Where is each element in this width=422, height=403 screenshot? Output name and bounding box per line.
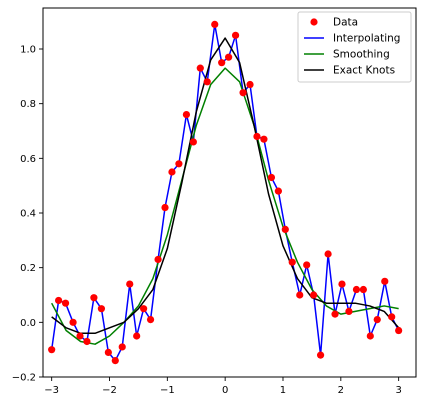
data-point (331, 310, 339, 318)
legend-marker-data (310, 18, 318, 26)
data-point (246, 80, 254, 89)
data-point (196, 64, 204, 72)
data-point (288, 258, 296, 266)
data-point (146, 316, 155, 324)
y-tick-label: 0.6 (20, 154, 36, 165)
y-tick-label: 0.2 (20, 263, 36, 274)
data-point (316, 351, 325, 359)
data-point (281, 225, 289, 233)
data-point (352, 285, 361, 294)
data-point (175, 160, 183, 168)
series-line-exact-knots (51, 37, 400, 335)
data-point (359, 285, 367, 294)
data-point (324, 250, 332, 258)
y-tick-label: 0.4 (20, 209, 36, 220)
data-point (366, 332, 374, 340)
data-point (296, 291, 304, 299)
data-point (55, 296, 63, 305)
y-tick-label: 1.0 (20, 45, 36, 56)
data-point (140, 305, 148, 313)
data-point (373, 316, 381, 324)
data-point (168, 168, 176, 176)
data-point (310, 291, 318, 299)
legend-label-data: Data (333, 17, 358, 29)
y-tick-label: 0.0 (20, 318, 36, 329)
series-line-smoothing (51, 67, 399, 345)
data-point (161, 203, 169, 212)
y-tick-label: −0.2 (12, 373, 36, 384)
data-point (267, 173, 276, 182)
data-point (381, 277, 389, 285)
data-point (97, 305, 106, 313)
data-point (133, 332, 141, 340)
data-point (48, 346, 56, 354)
data-point (61, 299, 70, 307)
x-tick-label: −2 (102, 385, 117, 396)
data-point (338, 280, 346, 288)
data-point (104, 348, 112, 356)
x-tick-label: 1 (280, 385, 286, 396)
legend-box (297, 11, 412, 83)
data-point (218, 59, 226, 67)
data-point (388, 313, 396, 321)
legend: Data Interpolating Smoothing Exact Knots (297, 11, 412, 83)
data-point (182, 111, 191, 119)
data-point (211, 20, 219, 28)
x-tick-label: 3 (395, 385, 401, 396)
x-tick-label: 0 (222, 385, 228, 396)
data-point (69, 318, 77, 326)
data-point (111, 357, 119, 365)
data-point (231, 31, 240, 39)
data-point (154, 255, 162, 264)
legend-label-interpolating: Interpolating (333, 33, 400, 45)
data-point (126, 280, 134, 288)
x-axis-ticks: −3 −2 −1 0 1 2 3 (44, 377, 402, 396)
y-tick-label: 0.8 (20, 99, 36, 110)
x-tick-label: 2 (338, 385, 344, 396)
x-tick-label: −3 (44, 385, 59, 396)
data-point (239, 89, 247, 97)
data-point (253, 132, 261, 141)
data-point (83, 337, 91, 346)
data-point (76, 332, 84, 340)
data-point (225, 53, 233, 61)
data-point (395, 326, 403, 335)
data-point (90, 294, 98, 302)
data-point (118, 343, 126, 351)
x-tick-label: −1 (160, 385, 175, 396)
axes-frame (42, 7, 417, 378)
data-point (303, 261, 311, 269)
data-point (274, 187, 282, 195)
data-point (203, 78, 211, 86)
data-point (189, 138, 197, 146)
legend-label-exact-knots: Exact Knots (333, 65, 395, 77)
data-points-layer (48, 20, 403, 365)
y-axis-ticks: −0.2 0.0 0.2 0.4 0.6 0.8 1.0 (12, 45, 43, 384)
data-point (345, 307, 353, 315)
legend-label-smoothing: Smoothing (333, 49, 390, 61)
data-point (260, 135, 268, 143)
